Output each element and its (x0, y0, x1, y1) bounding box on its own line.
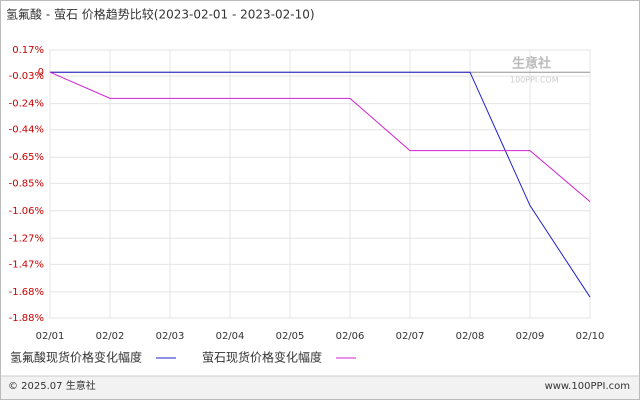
chart-title: 氢氟酸 - 萤石 价格趋势比较(2023-02-01 - 2023-02-10) (6, 7, 315, 22)
x-tick-label: 02/07 (396, 331, 425, 342)
y-tick-label: -0.44% (9, 125, 44, 136)
x-tick-label: 02/04 (216, 331, 245, 342)
x-tick-label: 02/02 (96, 331, 125, 342)
y-tick-label: 0 (38, 67, 44, 78)
series-line (49, 71, 591, 203)
series-line (50, 71, 591, 298)
x-tick-label: 02/10 (576, 331, 605, 342)
x-tick-label: 02/09 (516, 331, 545, 342)
y-tick-label: -0.65% (9, 152, 44, 163)
legend-label: 氢氟酸现货价格变化幅度 (10, 350, 142, 365)
footer-site: www.100PPI.com (545, 381, 630, 392)
legend-label: 萤石现货价格变化幅度 (202, 350, 322, 365)
y-tick-label: -0.24% (9, 99, 44, 110)
y-tick-label: -1.88% (9, 313, 44, 324)
x-tick-label: 02/05 (276, 331, 305, 342)
plot-border (49, 49, 591, 319)
x-tick-label: 02/01 (36, 331, 65, 342)
y-tick-label: -1.47% (9, 259, 44, 270)
footer-copyright: © 2025.07 生意社 (8, 379, 96, 392)
y-tick-label: -0.03% (9, 71, 44, 82)
y-tick-label: -1.27% (9, 233, 44, 244)
watermark-url: 100PPI.COM (510, 76, 559, 85)
watermark-name: 生意社 (512, 56, 551, 72)
x-tick-label: 02/03 (156, 331, 185, 342)
x-tick-label: 02/08 (456, 331, 485, 342)
x-tick-label: 02/06 (336, 331, 365, 342)
y-tick-label: -1.68% (9, 287, 44, 298)
footer-bar (1, 376, 639, 399)
y-tick-label: 0.17% (12, 45, 44, 56)
y-tick-label: -1.06% (9, 206, 44, 217)
y-tick-label: -0.85% (9, 178, 44, 189)
